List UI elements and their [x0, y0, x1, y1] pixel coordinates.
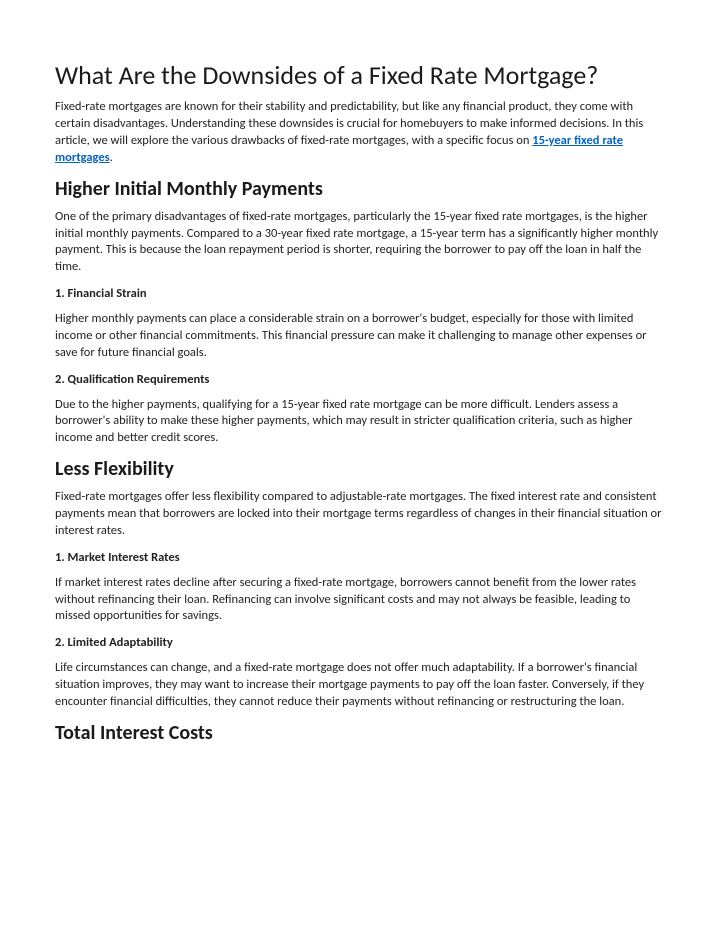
- page-title: What Are the Downsides of a Fixed Rate M…: [55, 60, 665, 91]
- section-heading-higher-payments: Higher Initial Monthly Payments: [55, 177, 665, 201]
- subheading-financial-strain: 1. Financial Strain: [55, 286, 665, 303]
- subsection-body: If market interest rates decline after s…: [55, 575, 665, 626]
- section-intro: One of the primary disadvantages of fixe…: [55, 209, 665, 277]
- section-heading-less-flexibility: Less Flexibility: [55, 457, 665, 481]
- intro-paragraph: Fixed-rate mortgages are known for their…: [55, 99, 665, 167]
- subheading-market-rates: 1. Market Interest Rates: [55, 550, 665, 567]
- subsection-body: Life circumstances can change, and a fix…: [55, 660, 665, 711]
- section-heading-total-interest: Total Interest Costs: [55, 721, 665, 745]
- subheading-qualification: 2. Qualification Requirements: [55, 372, 665, 389]
- subsection-body: Due to the higher payments, qualifying f…: [55, 397, 665, 448]
- subheading-adaptability: 2. Limited Adaptability: [55, 635, 665, 652]
- intro-text-post: .: [110, 150, 113, 165]
- section-intro: Fixed-rate mortgages offer less flexibil…: [55, 489, 665, 540]
- subsection-body: Higher monthly payments can place a cons…: [55, 311, 665, 362]
